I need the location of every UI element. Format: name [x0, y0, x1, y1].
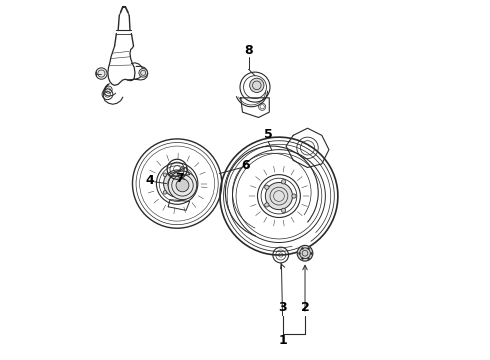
Circle shape	[164, 170, 191, 197]
Text: 1: 1	[278, 334, 287, 347]
Circle shape	[163, 190, 167, 194]
Circle shape	[281, 208, 286, 212]
Circle shape	[265, 203, 269, 207]
Circle shape	[190, 182, 194, 185]
Text: 7: 7	[175, 172, 184, 185]
Text: 8: 8	[244, 44, 253, 57]
Circle shape	[139, 68, 147, 77]
Text: 5: 5	[264, 128, 272, 141]
Circle shape	[168, 171, 197, 200]
Circle shape	[297, 246, 313, 261]
Circle shape	[249, 78, 264, 93]
Circle shape	[265, 185, 269, 189]
Circle shape	[292, 194, 296, 198]
Text: 6: 6	[242, 159, 250, 172]
Text: 2: 2	[301, 301, 309, 314]
Circle shape	[180, 167, 184, 171]
Circle shape	[281, 180, 286, 184]
Text: 4: 4	[145, 174, 154, 187]
Circle shape	[96, 68, 107, 79]
Circle shape	[163, 173, 167, 176]
Circle shape	[176, 179, 189, 192]
Circle shape	[266, 183, 293, 210]
Circle shape	[180, 196, 184, 200]
Text: 3: 3	[278, 301, 287, 314]
